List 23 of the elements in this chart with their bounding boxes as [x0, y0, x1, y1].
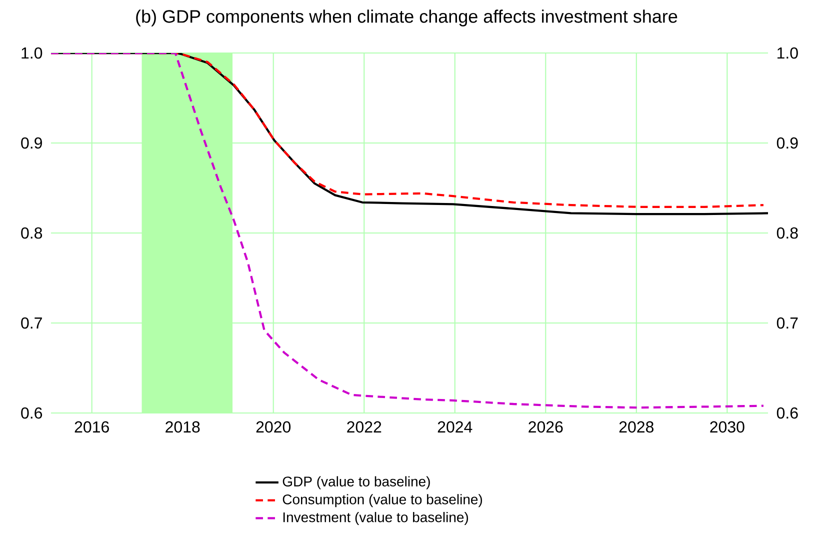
legend-label: Consumption (value to baseline): [282, 494, 482, 508]
chart-title: (b) GDP components when climate change affects investment share: [136, 10, 678, 26]
x-tick-label: 2030: [710, 421, 744, 433]
y2-tick-label: 0.6: [776, 407, 798, 419]
y2-tick-label: 1.0: [777, 47, 798, 59]
x-tick-label: 2022: [347, 421, 382, 433]
x-tick-label: 2024: [438, 421, 472, 433]
legend-label: Investment (value to baseline): [283, 512, 468, 526]
x-tick-label: 2020: [256, 421, 291, 433]
y-tick-label: 0.7: [21, 317, 42, 329]
y2-tick-label: 0.7: [776, 317, 798, 329]
y-tick-label: 0.8: [21, 227, 42, 239]
legend-label: GDP (value to baseline): [282, 476, 430, 490]
x-tick-label: 2018: [166, 421, 200, 433]
x-tick-label: 2028: [619, 421, 654, 433]
x-tick-label: 2016: [74, 421, 109, 433]
y-tick-label: 0.6: [21, 407, 42, 419]
y-tick-label: 1.0: [22, 47, 42, 59]
y-tick-label: 0.9: [21, 137, 42, 149]
y2-tick-label: 0.8: [776, 227, 798, 239]
y2-tick-label: 0.9: [776, 137, 798, 149]
line-series: [51, 53, 765, 409]
x-tick-label: 2026: [528, 421, 563, 433]
